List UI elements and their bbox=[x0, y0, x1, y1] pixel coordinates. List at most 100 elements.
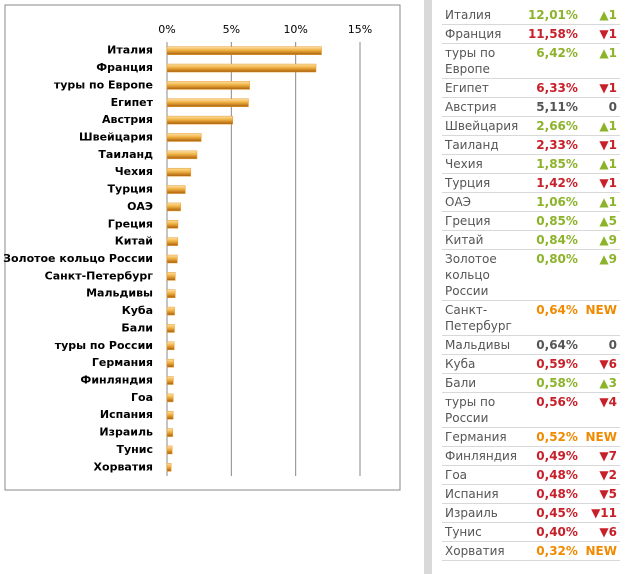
category-label: Бали bbox=[121, 321, 153, 334]
cell-name: Хорватия bbox=[442, 541, 524, 561]
bar bbox=[166, 63, 317, 73]
cell-change: ▼4 bbox=[580, 392, 620, 428]
cell-name: Австрия bbox=[442, 97, 524, 117]
table-row: Италия 12,01% ▲1 bbox=[442, 6, 620, 25]
category-label: Мальдивы bbox=[86, 287, 153, 300]
cell-value: 0,59% bbox=[523, 354, 581, 374]
cell-change: ▼1 bbox=[580, 173, 620, 193]
cell-change: ▲9 bbox=[580, 249, 620, 301]
x-tick-label: 0% bbox=[158, 23, 175, 36]
table-row: туры по России 0,56% ▼4 bbox=[442, 392, 620, 428]
table-row: Египет 6,33% ▼1 bbox=[442, 78, 620, 98]
cell-value: 1,42% bbox=[523, 173, 581, 193]
bar bbox=[166, 98, 249, 108]
cell-change: NEW bbox=[580, 300, 620, 336]
bar bbox=[166, 133, 202, 142]
cell-value: 0,32% bbox=[523, 541, 581, 561]
bar bbox=[166, 289, 176, 298]
category-label: Золотое кольцо России bbox=[3, 252, 153, 265]
cell-value: 0,48% bbox=[523, 465, 581, 485]
cell-name: Гоа bbox=[442, 465, 524, 485]
category-label: Куба bbox=[122, 304, 153, 317]
cell-value: 0,56% bbox=[523, 392, 581, 428]
bar bbox=[166, 202, 181, 212]
cell-value: 0,85% bbox=[523, 211, 581, 231]
table-row: Куба 0,59% ▼6 bbox=[442, 354, 620, 374]
cell-change: ▲1 bbox=[580, 6, 620, 25]
cell-change: ▼6 bbox=[580, 354, 620, 374]
ranking-table: Италия 12,01% ▲1 Франция 11,58% ▼1 туры по Евр… bbox=[442, 6, 620, 561]
cell-value: 0,84% bbox=[523, 230, 581, 250]
cell-value: 1,85% bbox=[523, 154, 581, 174]
cell-name: туры по Европе bbox=[442, 43, 524, 79]
cell-change: 0 bbox=[580, 97, 620, 117]
x-tick-label: 5% bbox=[223, 23, 240, 36]
cell-change: ▲1 bbox=[580, 116, 620, 136]
cell-name: Германия bbox=[442, 427, 524, 447]
cell-name: Израиль bbox=[442, 503, 524, 523]
category-label: Гоа bbox=[131, 391, 153, 404]
cell-change: ▼11 bbox=[580, 503, 620, 523]
cell-value: 2,66% bbox=[523, 116, 581, 136]
bar bbox=[166, 167, 192, 177]
cell-change: ▲3 bbox=[580, 373, 620, 393]
separator bbox=[424, 0, 432, 574]
cell-change: ▲9 bbox=[580, 230, 620, 250]
cell-value: 11,58% bbox=[523, 24, 581, 44]
category-label: ОАЭ bbox=[127, 200, 153, 213]
cell-value: 1,06% bbox=[523, 192, 581, 212]
cell-value: 0,52% bbox=[523, 427, 581, 447]
cell-change: NEW bbox=[580, 541, 620, 561]
cell-name: Италия bbox=[442, 6, 524, 25]
cell-name: Швейцария bbox=[442, 116, 524, 136]
cell-value: 0,64% bbox=[523, 335, 581, 355]
category-label: Турция bbox=[108, 183, 153, 196]
cell-value: 0,58% bbox=[523, 373, 581, 393]
cell-name: ОАЭ bbox=[442, 192, 524, 212]
table-row: Швейцария 2,66% ▲1 bbox=[442, 116, 620, 136]
category-label: Италия bbox=[107, 44, 153, 57]
cell-value: 0,64% bbox=[523, 300, 581, 336]
cell-name: Китай bbox=[442, 230, 524, 250]
table-row: Германия 0,52% NEW bbox=[442, 427, 620, 447]
table-row: Китай 0,84% ▲9 bbox=[442, 230, 620, 250]
cell-value: 0,80% bbox=[523, 249, 581, 301]
cell-value: 5,11% bbox=[523, 97, 581, 117]
table-row: Финляндия 0,49% ▼7 bbox=[442, 446, 620, 466]
bar bbox=[166, 393, 174, 403]
cell-value: 0,48% bbox=[523, 484, 581, 504]
table-row: Тунис 0,40% ▼6 bbox=[442, 522, 620, 542]
bar bbox=[166, 115, 233, 125]
bar bbox=[166, 358, 174, 368]
table-row: Гоа 0,48% ▼2 bbox=[442, 465, 620, 485]
cell-change: NEW bbox=[580, 427, 620, 447]
bar bbox=[166, 306, 175, 316]
table-row: Санкт-Петербург 0,64% NEW bbox=[442, 300, 620, 336]
cell-name: Тунис bbox=[442, 522, 524, 542]
x-tick-label: 10% bbox=[283, 23, 307, 36]
category-label: Швейцария bbox=[79, 130, 153, 143]
cell-value: 0,49% bbox=[523, 446, 581, 466]
chart: 0% 5% 10% 15% Италия Франция туры по Европе Еги… bbox=[3, 4, 401, 491]
cell-name: Таиланд bbox=[442, 135, 524, 155]
cell-change: ▼1 bbox=[580, 135, 620, 155]
bar bbox=[166, 254, 178, 264]
table-row: Израиль 0,45% ▼11 bbox=[442, 503, 620, 523]
category-label: Санкт-Петербург bbox=[45, 269, 154, 282]
cell-change: 0 bbox=[580, 335, 620, 355]
bar bbox=[166, 150, 198, 160]
cell-change: ▲1 bbox=[580, 43, 620, 79]
bar bbox=[166, 341, 175, 351]
table-row: Чехия 1,85% ▲1 bbox=[442, 154, 620, 174]
cell-name: туры по России bbox=[442, 392, 524, 428]
bar bbox=[166, 324, 175, 333]
category-label: Чехия bbox=[115, 165, 153, 178]
cell-name: Франция bbox=[442, 24, 524, 44]
bar bbox=[166, 81, 250, 90]
cell-change: ▼1 bbox=[580, 78, 620, 98]
cell-name: Куба bbox=[442, 354, 524, 374]
table-row: Бали 0,58% ▲3 bbox=[442, 373, 620, 393]
cell-value: 6,42% bbox=[523, 43, 581, 79]
cell-name: Испания bbox=[442, 484, 524, 504]
bar bbox=[166, 463, 172, 472]
